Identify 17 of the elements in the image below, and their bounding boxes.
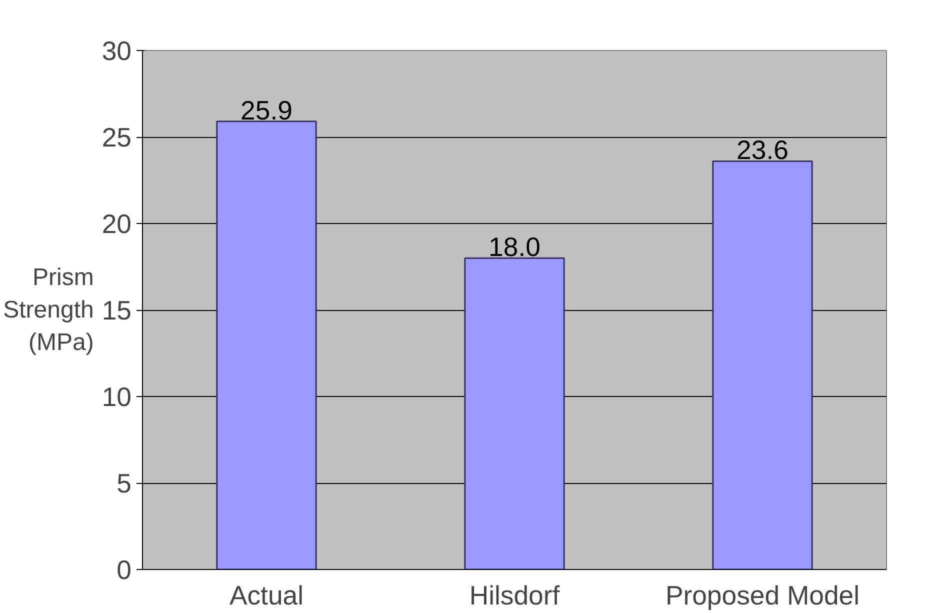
x-tick-label: Proposed Model bbox=[665, 580, 860, 610]
x-tick-label: Actual bbox=[229, 580, 304, 610]
data-label: 25.9 bbox=[240, 95, 292, 126]
y-tick-label: 5 bbox=[116, 468, 132, 498]
y-tick-label: 25 bbox=[102, 122, 132, 152]
y-tick-label: 0 bbox=[116, 555, 132, 585]
y-tick-label: 10 bbox=[102, 382, 132, 412]
y-tick-label: 20 bbox=[102, 209, 132, 239]
data-label: 18.0 bbox=[488, 232, 540, 262]
x-tick-label: Hilsdorf bbox=[469, 580, 560, 610]
bar bbox=[464, 257, 565, 570]
y-axis-title: Prism Strength (MPa) bbox=[3, 264, 94, 356]
bar bbox=[712, 160, 813, 570]
data-label: 23.6 bbox=[736, 135, 788, 166]
y-tick-label: 15 bbox=[102, 296, 132, 326]
y-tick-label: 30 bbox=[102, 36, 132, 66]
bar bbox=[216, 120, 317, 570]
